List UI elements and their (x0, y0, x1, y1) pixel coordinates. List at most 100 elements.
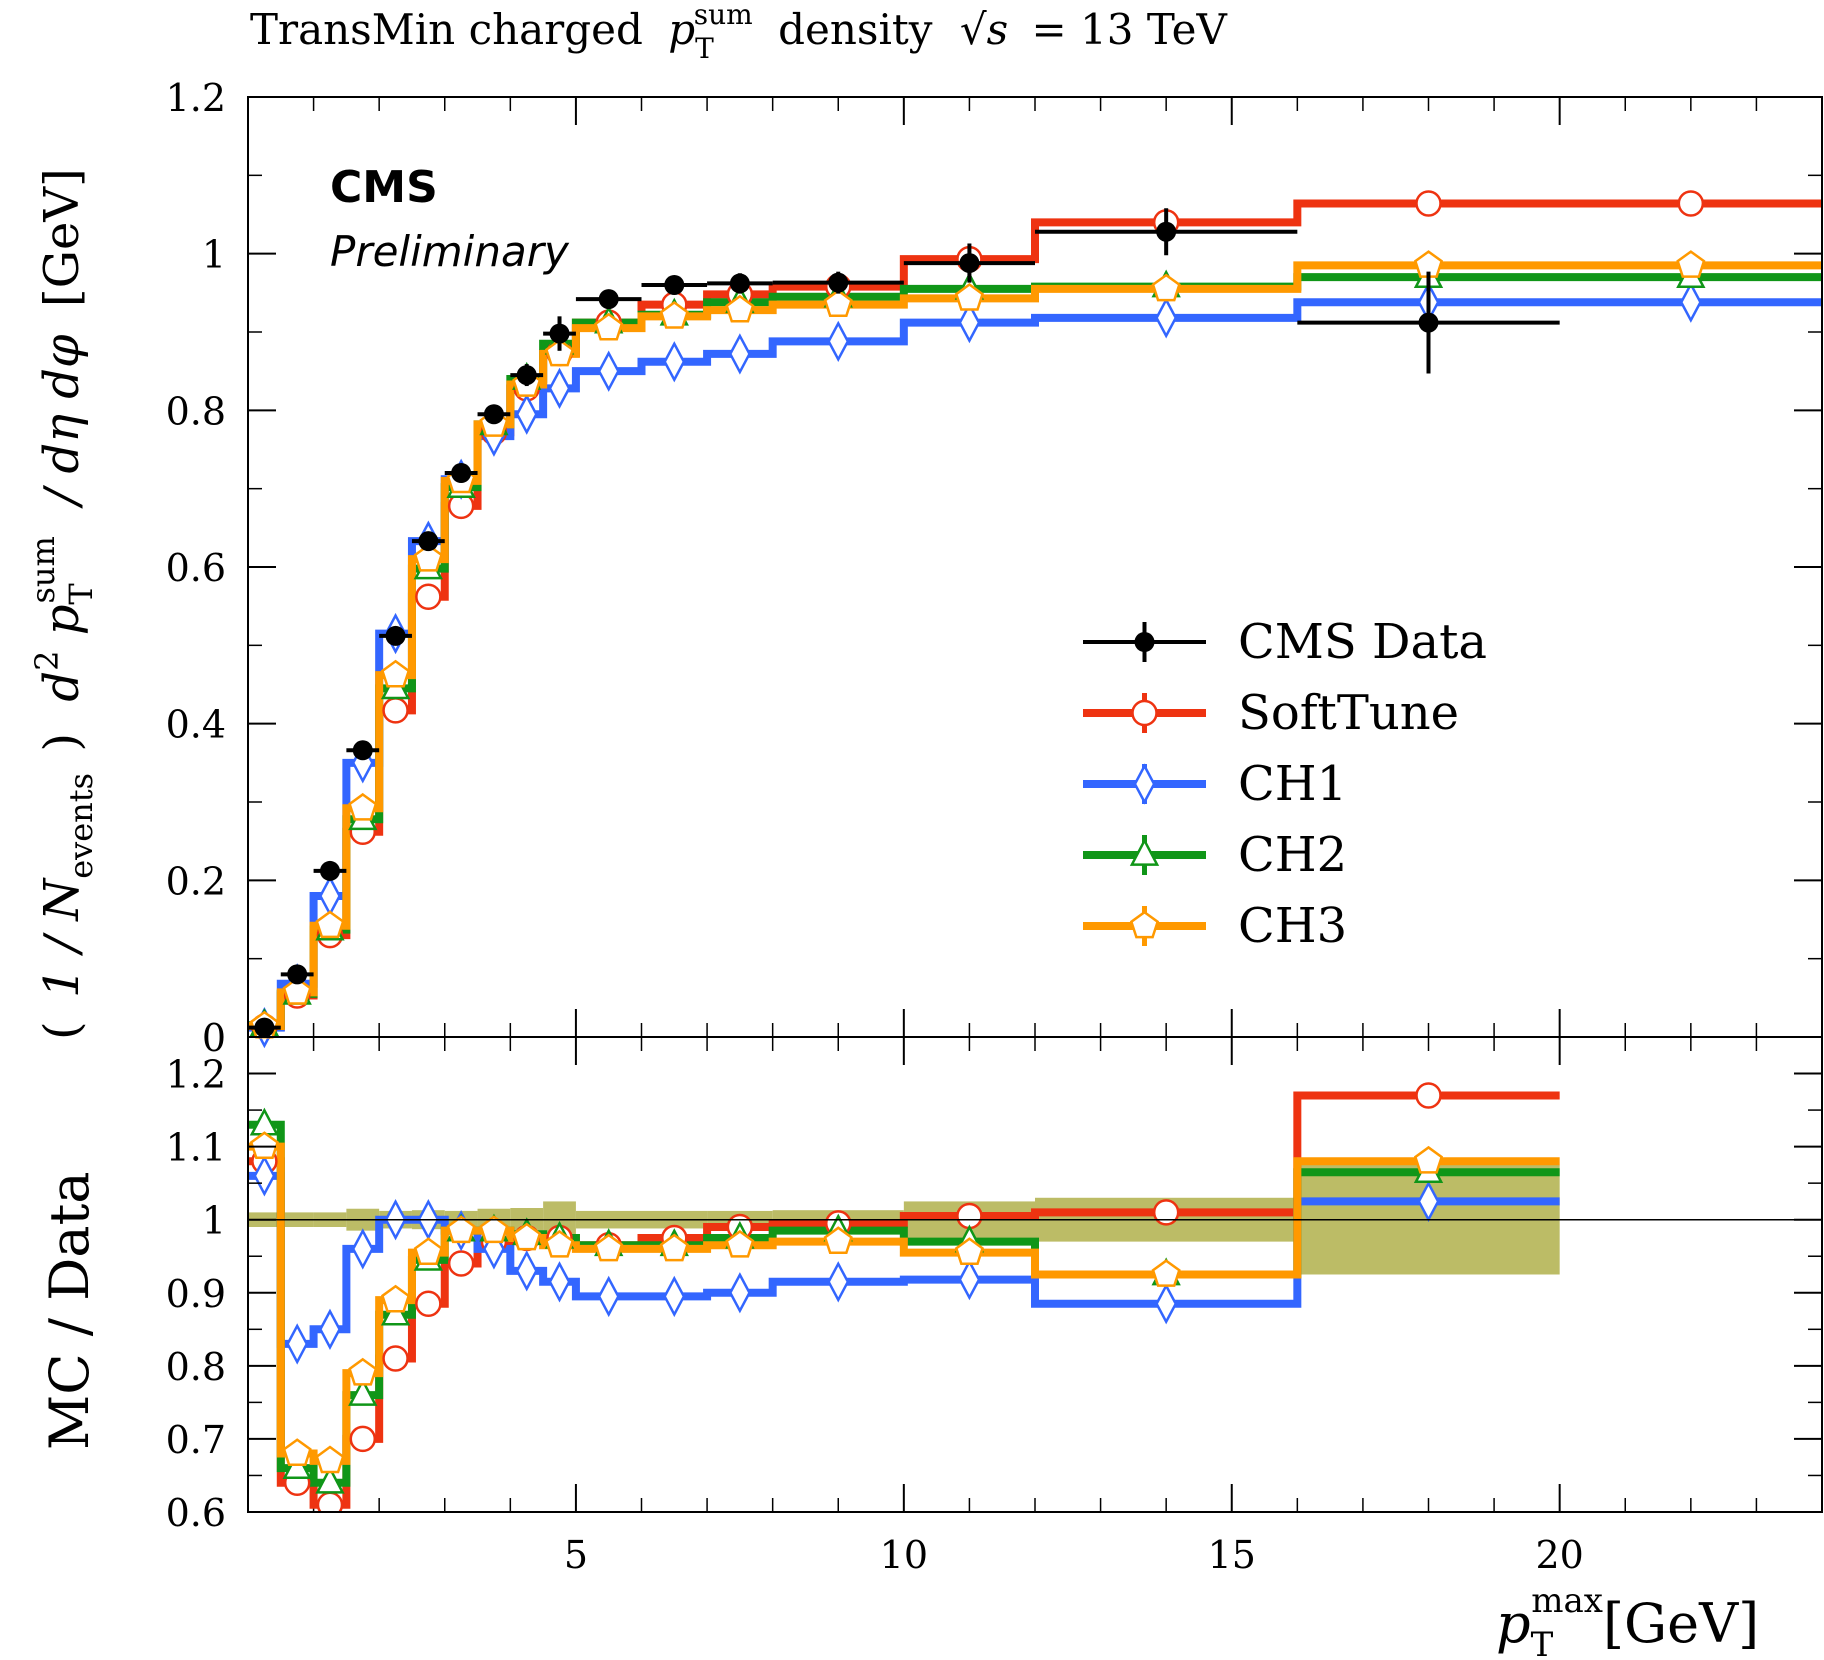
marker-ch3 (823, 289, 853, 317)
data-point (1156, 221, 1177, 242)
ratio-marker-ch3 (315, 1445, 345, 1474)
ratio-marker-ch3 (348, 1357, 378, 1386)
ratio-marker-softtune (349, 1425, 377, 1453)
ratio-y-tick-label: 0.8 (166, 1345, 226, 1389)
legend-marker-softtune (1131, 699, 1158, 727)
data-point (451, 463, 472, 483)
marker-ch1 (663, 341, 686, 383)
legend-marker-ch1 (1133, 763, 1156, 805)
y-tick-label: 0.4 (166, 703, 226, 747)
marker-ch1 (318, 875, 341, 917)
ratio-y-tick-label: 1.2 (166, 1053, 226, 1097)
ratio-marker-ch3 (544, 1229, 575, 1258)
marker-ch3 (315, 910, 345, 939)
marker-ch1 (597, 350, 620, 392)
legend-marker-ch3 (1129, 910, 1160, 939)
ratio-marker-ch1 (663, 1275, 686, 1318)
ratio-y-tick-label: 0.6 (166, 1491, 226, 1535)
title-pt: p (668, 5, 695, 54)
series-line-ch2 (248, 273, 1822, 1030)
data-point (1418, 312, 1439, 333)
ratio-marker-ch3 (1413, 1145, 1444, 1174)
marker-ch3 (380, 659, 411, 688)
y-tick-label: 0.8 (166, 389, 226, 433)
ratio-marker-ch3 (479, 1215, 509, 1244)
series-line-ch1 (248, 298, 1822, 1032)
marker-ch1 (515, 393, 538, 435)
ratio-marker-ch1 (1155, 1283, 1178, 1325)
legend-label-ch2: CH2 (1238, 827, 1347, 883)
legend-marker-cms-data (1134, 632, 1155, 652)
ratio-y-tick-label: 1.1 (166, 1126, 226, 1170)
data-point (516, 365, 537, 386)
ratio-marker-ch3 (659, 1233, 689, 1262)
title-sqrt: √ (960, 5, 987, 54)
marker-ch1 (827, 320, 850, 363)
data-point (729, 273, 750, 294)
ratio-marker-softtune (447, 1250, 475, 1277)
title-s: s (987, 5, 1009, 54)
y-tick-label: 0.6 (166, 546, 226, 590)
data-point (254, 1017, 275, 1038)
data-point (418, 531, 439, 552)
x-axis-label: pTmax[GeV] (1496, 1581, 1759, 1660)
ratio-series-group (248, 1082, 1560, 1512)
ratio-marker-ch1 (597, 1275, 620, 1318)
ratio-marker-ch1 (548, 1261, 571, 1303)
series-line-ch3 (248, 261, 1822, 1031)
ratio-marker-ch1 (351, 1228, 374, 1270)
data-point (319, 860, 340, 881)
legend-label-ch3: CH3 (1238, 898, 1347, 954)
ratio-marker-ch3 (823, 1226, 853, 1255)
data-point (352, 740, 373, 761)
marker-ch3 (725, 294, 755, 323)
data-point (287, 964, 308, 985)
y-tick-label: 1 (202, 233, 226, 277)
title-pt-sup: sum (694, 0, 753, 31)
marker-ch1 (1155, 297, 1178, 339)
status-label: Preliminary (330, 227, 570, 276)
marker-ch3 (1676, 250, 1706, 278)
ratio-marker-ch3 (954, 1237, 985, 1265)
ratio-marker-ch3 (380, 1284, 411, 1313)
y-tick-label: 1.2 (166, 76, 226, 120)
ratio-marker-softtune (956, 1202, 983, 1230)
ratio-marker-ch2 (315, 1465, 345, 1494)
x-tick-label: 20 (1535, 1533, 1583, 1577)
marker-ch3 (594, 312, 624, 341)
ratio-marker-ch1 (318, 1308, 341, 1350)
ratio-line-softtune (248, 1091, 1560, 1509)
ratio-marker-ch3 (512, 1222, 542, 1251)
marker-ch3 (348, 792, 378, 821)
y-tick-label: 0.2 (166, 859, 226, 903)
ratio-marker-ch3 (249, 1131, 279, 1160)
ratio-y-tick-label: 1 (202, 1199, 226, 1243)
x-tick-label: 15 (1208, 1533, 1256, 1577)
marker-ch1 (1679, 281, 1702, 323)
marker-ch3 (282, 977, 312, 1005)
ratio-marker-softtune (1415, 1082, 1442, 1109)
legend-marker-ch2 (1129, 837, 1160, 866)
marker-ch1 (958, 301, 981, 344)
marker-ch3 (1151, 273, 1181, 302)
title-pt-sub: T (695, 32, 714, 65)
ratio-y-axis-label: MC / Data (38, 1171, 101, 1450)
legend-label-softtune: SoftTune (1238, 685, 1459, 741)
data-point (483, 404, 504, 425)
title-after: density (778, 5, 933, 54)
x-tick-label: 5 (564, 1533, 588, 1577)
data-point (664, 275, 685, 295)
ratio-marker-ch1 (515, 1250, 538, 1292)
marker-softtune (1677, 190, 1705, 217)
chart-title: TransMin charged pTsum density √s = 13 T… (250, 0, 1227, 65)
marker-softtune (415, 583, 442, 611)
marker-ch3 (659, 300, 689, 329)
ratio-marker-ch1 (958, 1258, 981, 1301)
y-axis-label: ( 1 / Nevents ) d2 pTsum / dη dφ [GeV] (10, 168, 104, 1040)
ratio-marker-ch1 (728, 1272, 751, 1314)
marker-ch1 (548, 367, 571, 410)
ratio-marker-ch3 (725, 1229, 755, 1258)
marker-ch3 (413, 543, 443, 572)
title-main: TransMin charged (250, 5, 643, 54)
